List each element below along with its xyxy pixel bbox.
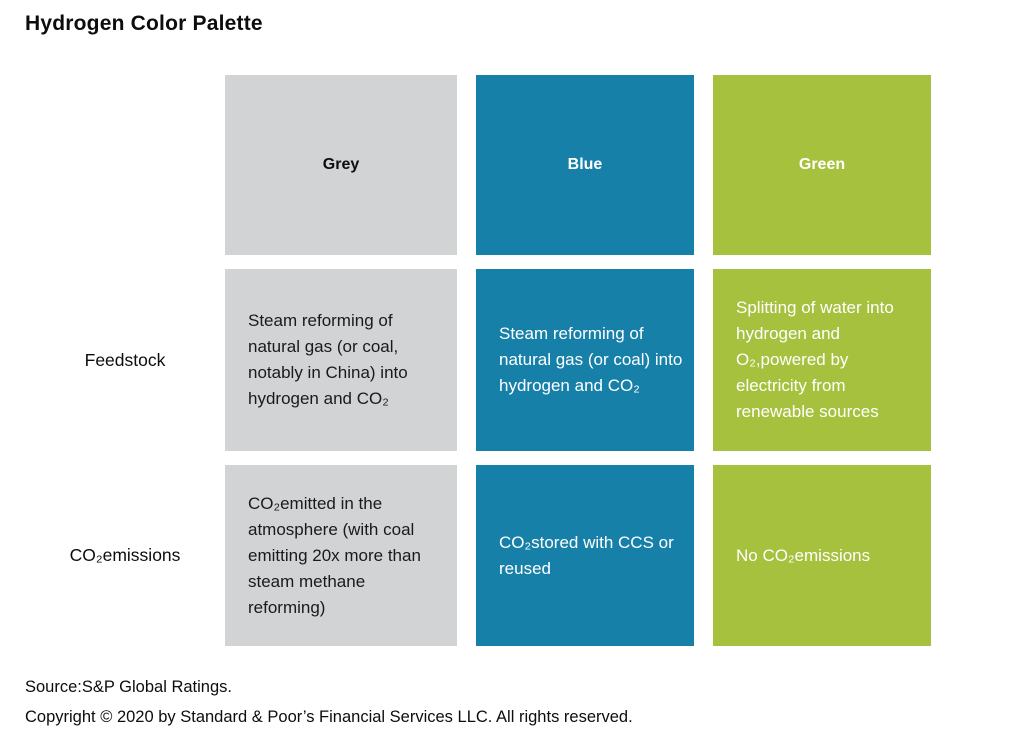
copyright-note: Copyright © 2020 by Standard & Poor’s Fi… xyxy=(25,708,633,726)
cell-feedstock-blue: Steam reforming of natural gas (or coal)… xyxy=(476,269,694,451)
source-note: Source:S&P Global Ratings. xyxy=(25,678,232,696)
corner-spacer xyxy=(0,75,206,255)
cell-feedstock-green: Splitting of water into hydrogen and O₂,… xyxy=(713,269,931,451)
cell-feedstock-grey: Steam reforming of natural gas (or coal,… xyxy=(225,269,457,451)
cell-co2-blue: CO₂stored with CCS or reused xyxy=(476,465,694,646)
page-title: Hydrogen Color Palette xyxy=(25,12,263,35)
column-header-grey: Grey xyxy=(225,75,457,255)
column-header-blue: Blue xyxy=(476,75,694,255)
row-label-feedstock: Feedstock xyxy=(84,349,166,370)
cell-co2-green: No CO₂emissions xyxy=(713,465,931,646)
hydrogen-color-matrix: Grey Blue Green Feedstock Steam reformin… xyxy=(0,75,931,646)
row-label-co2-emissions: CO₂emissions xyxy=(69,545,181,565)
cell-co2-grey: CO₂emitted in the atmosphere (with coal … xyxy=(225,465,457,646)
column-header-green: Green xyxy=(713,75,931,255)
